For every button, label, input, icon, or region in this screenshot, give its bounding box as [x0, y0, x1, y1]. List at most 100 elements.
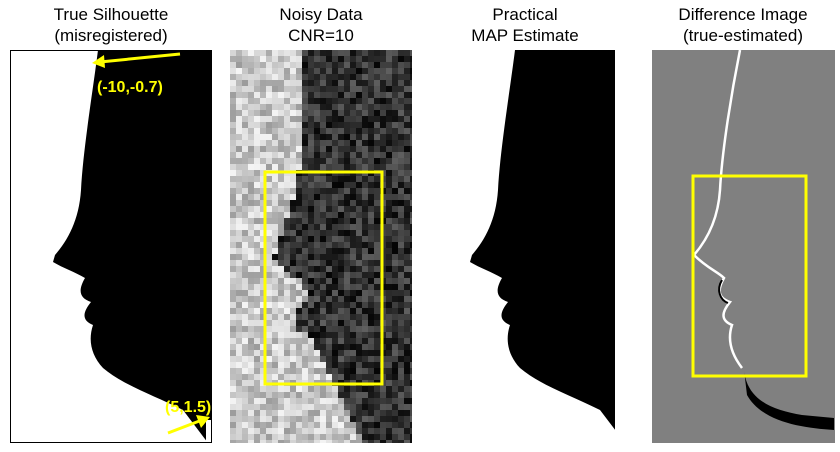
noise-pixel — [236, 344, 242, 350]
noise-pixel — [296, 74, 302, 80]
noise-pixel — [386, 104, 392, 110]
noise-pixel — [356, 290, 362, 296]
noise-pixel — [338, 374, 344, 380]
noise-pixel — [296, 428, 302, 434]
noise-pixel — [278, 296, 284, 302]
noise-pixel — [302, 314, 308, 320]
noise-pixel — [260, 146, 266, 152]
noise-pixel — [302, 410, 308, 416]
noise-pixel — [404, 188, 410, 194]
noise-pixel — [350, 140, 356, 146]
noise-pixel — [266, 302, 272, 308]
noise-pixel — [356, 74, 362, 80]
noise-pixel — [362, 374, 368, 380]
noise-pixel — [368, 410, 374, 416]
noise-pixel — [254, 404, 260, 410]
noise-pixel — [236, 158, 242, 164]
noise-pixel — [320, 182, 326, 188]
noise-pixel — [398, 182, 404, 188]
noise-pixel — [350, 440, 356, 446]
noise-pixel — [386, 356, 392, 362]
noise-pixel — [266, 284, 272, 290]
noise-pixel — [398, 416, 404, 422]
noise-pixel — [338, 320, 344, 326]
noise-pixel — [338, 236, 344, 242]
noise-pixel — [338, 56, 344, 62]
noise-pixel — [278, 404, 284, 410]
noise-pixel — [242, 152, 248, 158]
noise-pixel — [314, 278, 320, 284]
noise-pixel — [290, 194, 296, 200]
noise-pixel — [290, 290, 296, 296]
noise-pixel — [314, 68, 320, 74]
noise-pixel — [314, 98, 320, 104]
noise-pixel — [368, 194, 374, 200]
noise-pixel — [344, 308, 350, 314]
noise-pixel — [302, 260, 308, 266]
noise-pixel — [266, 278, 272, 284]
noise-pixel — [356, 50, 362, 56]
noise-pixel — [410, 200, 416, 206]
noise-pixel — [230, 440, 236, 446]
noise-pixel — [392, 314, 398, 320]
noise-pixel — [248, 74, 254, 80]
noise-pixel — [320, 410, 326, 416]
noise-pixel — [266, 338, 272, 344]
noise-pixel — [320, 362, 326, 368]
noise-pixel — [278, 122, 284, 128]
noise-pixel — [308, 164, 314, 170]
noise-pixel — [410, 128, 416, 134]
noise-pixel — [296, 404, 302, 410]
noise-pixel — [338, 200, 344, 206]
noise-pixel — [398, 224, 404, 230]
noise-pixel — [242, 212, 248, 218]
noise-pixel — [236, 350, 242, 356]
noise-pixel — [248, 380, 254, 386]
noise-pixel — [278, 386, 284, 392]
noise-pixel — [242, 98, 248, 104]
noise-pixel — [410, 278, 416, 284]
noise-pixel — [350, 398, 356, 404]
noise-pixel — [392, 302, 398, 308]
noise-pixel — [272, 290, 278, 296]
noise-pixel — [248, 122, 254, 128]
noise-pixel — [332, 224, 338, 230]
noise-pixel — [362, 104, 368, 110]
noise-pixel — [386, 302, 392, 308]
noise-pixel — [278, 356, 284, 362]
noise-pixel — [302, 422, 308, 428]
noise-pixel — [410, 116, 416, 122]
noise-pixel — [254, 194, 260, 200]
noise-pixel — [284, 254, 290, 260]
noise-pixel — [368, 110, 374, 116]
noise-pixel — [278, 410, 284, 416]
noise-pixel — [230, 206, 236, 212]
noise-pixel — [266, 374, 272, 380]
noise-pixel — [386, 422, 392, 428]
noise-pixel — [344, 80, 350, 86]
noise-pixel — [290, 230, 296, 236]
noise-pixel — [290, 248, 296, 254]
noise-pixel — [284, 86, 290, 92]
noise-pixel — [272, 80, 278, 86]
noise-pixel — [392, 110, 398, 116]
noise-pixel — [326, 176, 332, 182]
noise-pixel — [308, 56, 314, 62]
noise-pixel — [362, 404, 368, 410]
noise-pixel — [374, 326, 380, 332]
noise-pixel — [410, 374, 416, 380]
noise-pixel — [254, 326, 260, 332]
noise-pixel — [296, 140, 302, 146]
noise-pixel — [356, 158, 362, 164]
noise-pixel — [350, 254, 356, 260]
noise-pixel — [254, 320, 260, 326]
noise-pixel — [290, 410, 296, 416]
noise-pixel — [350, 386, 356, 392]
noise-pixel — [236, 230, 242, 236]
noise-pixel — [368, 332, 374, 338]
noise-pixel — [272, 332, 278, 338]
noise-pixel — [236, 212, 242, 218]
noise-pixel — [266, 74, 272, 80]
noise-pixel — [278, 86, 284, 92]
noise-pixel — [362, 218, 368, 224]
